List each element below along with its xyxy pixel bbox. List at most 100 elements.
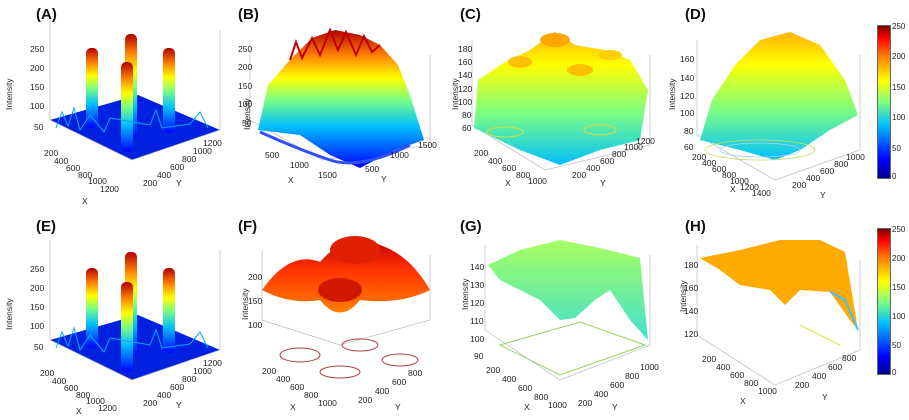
panel-g-contour [498,321,647,376]
panel-e-ztick: 200 [30,283,45,293]
panel-b-ztick: 100 [238,99,253,109]
panel-a-xtick: 400 [54,156,69,166]
panel-f-xtick: 200 [262,366,277,376]
panel-a-ztick: 200 [30,63,45,73]
panel-e-xtick: 800 [76,390,91,400]
panel-g-xtick: 400 [502,374,517,384]
panel-e-peak [86,268,98,348]
panel-e-ztick: 100 [30,321,45,331]
panel-c-peak [567,64,593,76]
panel-g-xlabel: X [524,402,530,412]
panel-g-xtick: 200 [486,365,501,375]
panel-b-xtick: 1500 [318,170,337,180]
panel-e-peak [121,282,133,372]
panel-d-xtick: 200 [692,152,707,162]
panel-label-g: (G) [460,218,482,235]
panel-c-ytick: 1200 [636,136,655,146]
panel-h-ylabel: Y [822,392,828,402]
panel-a-peak [86,48,98,128]
panel-a-xtick: 1000 [88,176,107,186]
panel-h-frame [696,245,861,386]
panel-f-xtick: 1000 [318,398,337,408]
panel-f-ztick: 150 [248,296,263,306]
panel-h-ztick: 120 [684,329,699,339]
panel-h-ztick: 160 [684,283,699,293]
panel-d-ytick: 800 [834,159,849,169]
panel-a-xlabel: X [82,196,88,206]
panel-b-ytick: 1500 [418,140,437,150]
panel-a-zlabel: Intensity [4,78,14,110]
panel-c-ztick: 100 [458,97,473,107]
panel-d-xlabel: X [730,184,736,194]
panel-b-xlabel: X [288,175,294,185]
panel-a-peak [163,48,175,133]
panel-b-ztick: 50 [242,118,252,128]
panel-e-xtick: 600 [64,383,79,393]
panel-g-zlabel: Intensity [460,278,470,310]
panel-c-frame [471,40,651,171]
panel-e-noise [55,326,209,353]
panel-b-peaks [289,27,381,61]
panel-label-f: (F) [238,218,258,235]
colorbar-top-tick: 250 [892,22,906,31]
panel-a-ztick: 50 [34,122,44,132]
panel-label-c: (C) [460,6,481,23]
panel-c-ztick: 60 [462,123,472,133]
panel-b-ytick: 1000 [390,150,409,160]
panel-c-ytick: 600 [600,156,615,166]
colorbar-top-tick: 200 [892,52,906,61]
panel-a-xtick: 200 [44,148,59,158]
panel-f-xtick: 400 [276,374,291,384]
panel-e-ytick: 1000 [193,366,212,376]
panel-e-ytick: 400 [157,390,172,400]
panel-e-plot [49,240,221,381]
panel-d-xtick: 1200 [740,182,759,192]
panel-f-contour [341,338,379,352]
panel-d-ytick: 200 [792,180,807,190]
panel-g-surface [488,240,648,340]
panel-g-ztick: 110 [470,316,484,326]
panel-e-ztick: 50 [34,342,44,352]
panel-g-ytick: 800 [625,371,640,381]
panel-h-ytick: 200 [795,380,810,390]
panel-d-surface [700,32,858,160]
panel-label-h: (H) [685,218,706,235]
panel-a-ytick: 800 [182,154,197,164]
panel-g-ytick: 600 [610,380,625,390]
panel-d-ztick: 80 [684,126,694,136]
panel-e-xtick: 400 [52,376,67,386]
panel-b-xtick: 500 [265,150,280,160]
panel-b-plot [249,27,431,168]
panel-b-surface [258,30,424,168]
panel-f-ztick: 200 [248,272,263,282]
panel-g-xtick: 600 [518,383,533,393]
panel-c-ztick: 120 [458,84,473,94]
panel-g-ztick: 90 [474,351,484,361]
panel-e-xtick: 200 [40,368,55,378]
panel-a-ytick: 1200 [203,138,222,148]
panel-g-ytick: 1000 [640,362,659,372]
panel-e-peak [163,268,175,353]
panel-c-xtick: 200 [474,148,489,158]
colorbar-bottom [877,228,891,375]
panel-h-xtick: 200 [702,354,717,364]
panel-b-ytick: 500 [365,164,380,174]
panel-c-plot [471,32,651,171]
panel-e-ytick: 800 [182,374,197,384]
panel-e-zlabel: Intensity [4,298,14,330]
panel-h-plot [696,240,861,386]
panel-d-ytick: 600 [820,166,835,176]
panel-c-ytick: 200 [572,170,587,180]
panel-f-ytick: 800 [408,368,423,378]
panel-c-xlabel: X [505,178,511,188]
panel-h-ytick: 800 [842,353,857,363]
panel-h-ztick: 140 [684,306,699,316]
panel-h-ztick: 180 [684,260,699,270]
panel-f-xtick: 600 [290,382,305,392]
panel-b-ztick: 150 [238,81,253,91]
panel-label-a: (A) [36,6,57,23]
colorbar-bottom-tick: 150 [892,283,906,292]
panel-g-xtick: 800 [534,392,549,402]
panel-h-ytick: 600 [828,362,843,372]
